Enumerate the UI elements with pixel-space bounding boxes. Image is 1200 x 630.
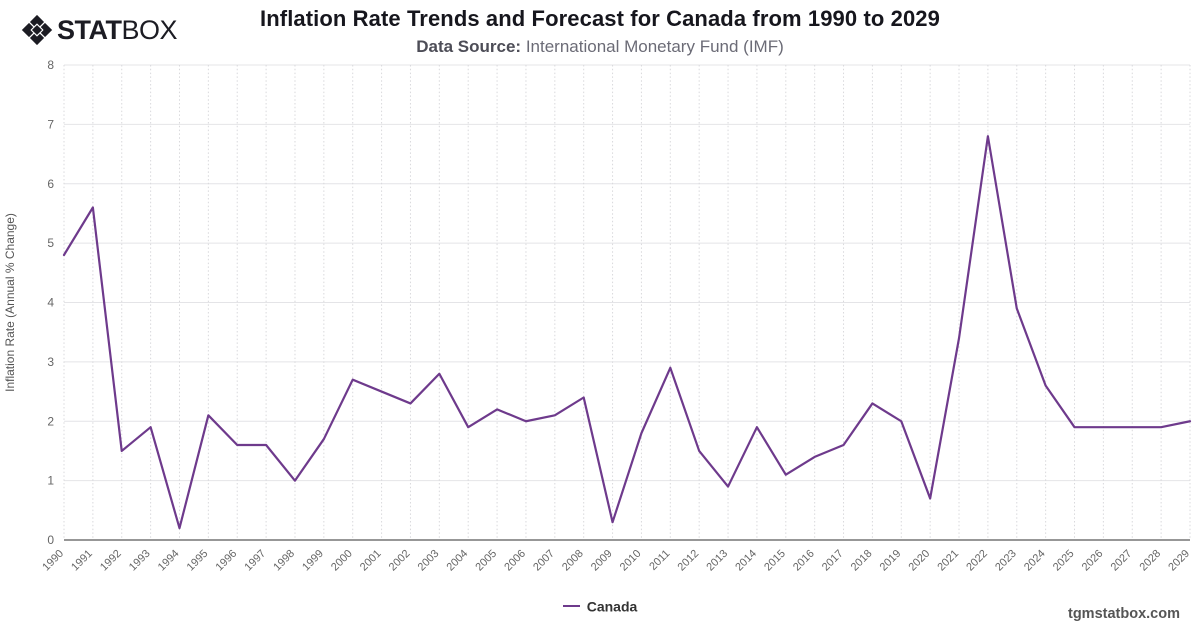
svg-text:1993: 1993 bbox=[127, 548, 153, 574]
svg-text:1991: 1991 bbox=[69, 548, 95, 574]
svg-text:2021: 2021 bbox=[935, 548, 961, 574]
svg-text:7: 7 bbox=[47, 117, 54, 131]
svg-text:2028: 2028 bbox=[1137, 548, 1163, 574]
svg-text:2001: 2001 bbox=[358, 548, 384, 574]
svg-text:2024: 2024 bbox=[1022, 548, 1048, 574]
svg-text:2017: 2017 bbox=[820, 548, 846, 574]
svg-text:1998: 1998 bbox=[271, 548, 297, 574]
svg-text:2009: 2009 bbox=[589, 548, 615, 574]
svg-text:1999: 1999 bbox=[300, 548, 326, 574]
svg-text:2005: 2005 bbox=[473, 548, 499, 574]
svg-text:1995: 1995 bbox=[185, 548, 211, 574]
svg-text:2013: 2013 bbox=[704, 548, 730, 574]
svg-text:2015: 2015 bbox=[762, 548, 788, 574]
svg-text:2003: 2003 bbox=[416, 548, 442, 574]
svg-text:2002: 2002 bbox=[387, 548, 413, 574]
svg-text:2016: 2016 bbox=[791, 548, 817, 574]
svg-text:6: 6 bbox=[47, 177, 54, 191]
svg-text:2019: 2019 bbox=[878, 548, 904, 574]
svg-text:1996: 1996 bbox=[214, 548, 240, 574]
svg-text:2023: 2023 bbox=[993, 548, 1019, 574]
svg-text:1997: 1997 bbox=[242, 548, 268, 574]
svg-text:4: 4 bbox=[47, 296, 54, 310]
svg-text:8: 8 bbox=[47, 58, 54, 72]
svg-text:2012: 2012 bbox=[676, 548, 702, 574]
svg-text:2020: 2020 bbox=[906, 548, 932, 574]
svg-text:2025: 2025 bbox=[1051, 548, 1077, 574]
svg-text:1: 1 bbox=[47, 474, 54, 488]
svg-text:2010: 2010 bbox=[618, 548, 644, 574]
svg-text:2027: 2027 bbox=[1109, 548, 1135, 574]
svg-text:2022: 2022 bbox=[964, 548, 990, 574]
svg-text:2004: 2004 bbox=[445, 548, 471, 574]
svg-text:1992: 1992 bbox=[98, 548, 124, 574]
svg-text:1990: 1990 bbox=[40, 548, 66, 574]
svg-text:0: 0 bbox=[47, 533, 54, 547]
svg-text:2006: 2006 bbox=[502, 548, 528, 574]
svg-text:2018: 2018 bbox=[849, 548, 875, 574]
svg-text:2007: 2007 bbox=[531, 548, 557, 574]
svg-text:2014: 2014 bbox=[733, 548, 759, 574]
svg-text:2: 2 bbox=[47, 414, 54, 428]
svg-text:2008: 2008 bbox=[560, 548, 586, 574]
svg-text:Inflation Rate (Annual % Chang: Inflation Rate (Annual % Change) bbox=[3, 213, 17, 392]
svg-text:2029: 2029 bbox=[1166, 548, 1192, 574]
svg-text:2011: 2011 bbox=[647, 548, 672, 573]
svg-text:2000: 2000 bbox=[329, 548, 355, 574]
svg-text:2026: 2026 bbox=[1080, 548, 1106, 574]
svg-text:1994: 1994 bbox=[156, 548, 182, 574]
svg-text:3: 3 bbox=[47, 355, 54, 369]
svg-text:5: 5 bbox=[47, 236, 54, 250]
